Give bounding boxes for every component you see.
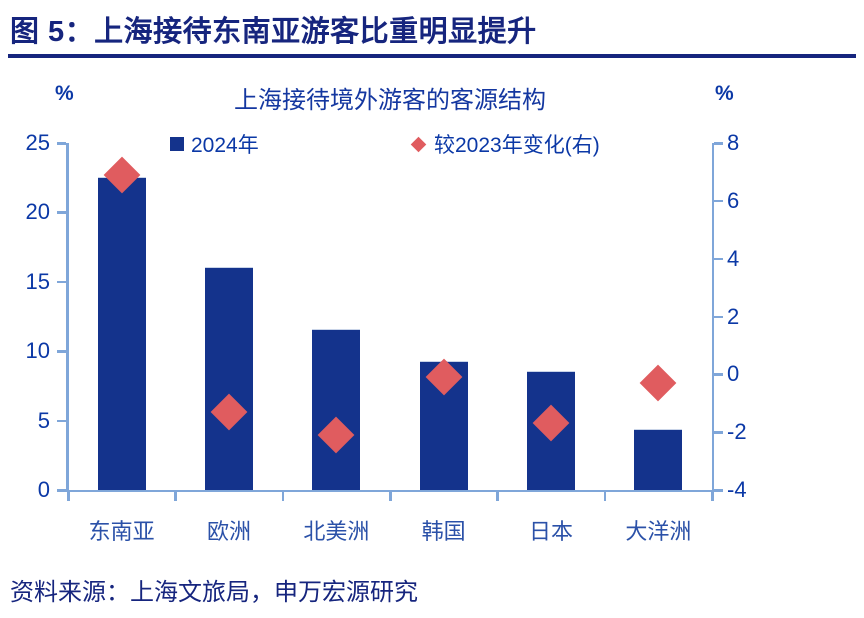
right-axis-line [711, 143, 714, 492]
legend-item-change: 较2023年变化(右) [410, 129, 600, 159]
chart-title: 上海接待境外游客的客源结构 [234, 87, 546, 114]
right-axis-tick [714, 489, 723, 492]
page-title: 图 5：上海接待东南亚游客比重明显提升 [10, 16, 537, 48]
bottom-axis-tick [67, 492, 70, 501]
right-axis-tick-label: 4 [727, 245, 740, 271]
bottom-axis-tick [389, 492, 392, 501]
left-axis-tick-label: 20 [25, 199, 50, 225]
bottom-axis-tick [496, 492, 499, 501]
left-axis-tick-label: 10 [25, 338, 50, 364]
plot-area: 0 5 10 15 20 25 8 6 4 2 0 -2 -4 东南亚 欧洲 北美洲 韩国 日本 大洋洲 [26, 130, 747, 544]
right-axis-tick [714, 142, 723, 145]
bottom-axis-tick [711, 492, 714, 501]
category-label-1: 东南亚 [88, 519, 155, 544]
category-label-6: 大洋洲 [625, 519, 692, 544]
legend: 2024年 较2023年变化(右) [0, 129, 864, 159]
left-axis-tick [57, 211, 66, 214]
right-axis-tick [714, 315, 723, 318]
right-axis-tick [714, 199, 723, 203]
category-label-3: 北美洲 [303, 519, 370, 544]
bottom-axis-tick [281, 492, 285, 501]
right-axis-unit: % [715, 82, 734, 105]
left-axis-tick-label: 0 [37, 477, 50, 502]
right-axis-tick [714, 431, 723, 434]
bar-3 [312, 330, 361, 490]
legend-item-2024: 2024年 [170, 129, 259, 159]
left-axis-line [66, 143, 69, 492]
left-axis-unit: % [55, 82, 74, 105]
right-axis-tick-label: -4 [727, 477, 747, 502]
left-axis-tick [57, 419, 66, 423]
bar-2 [205, 267, 253, 490]
bottom-axis-line [66, 489, 714, 492]
left-axis-tick-label: 5 [37, 407, 50, 433]
right-axis-tick-label: -2 [727, 419, 747, 445]
bottom-axis-tick [174, 492, 177, 501]
left-axis-tick [57, 280, 66, 284]
category-label-5: 日本 [528, 519, 573, 544]
left-axis-tick-label: 15 [25, 268, 50, 294]
bar-series-swatch-icon [170, 137, 184, 151]
right-axis-tick-label: 6 [727, 187, 740, 213]
right-axis-tick-label: 0 [727, 361, 740, 387]
bar-1 [97, 177, 146, 490]
left-axis-tick [57, 489, 66, 492]
left-axis-tick-label: 25 [25, 130, 50, 155]
category-label-4: 韩国 [421, 519, 466, 544]
left-axis-tick [57, 142, 66, 145]
right-axis-tick-label: 8 [727, 130, 740, 155]
legend-label-change: 较2023年变化(右) [434, 134, 600, 157]
category-label-2: 欧洲 [206, 519, 251, 544]
left-axis-tick [57, 350, 66, 353]
marker-6 [639, 364, 677, 402]
right-axis-tick [714, 257, 723, 261]
right-axis-tick [714, 373, 723, 376]
bottom-axis-tick [603, 492, 607, 501]
legend-label-2024: 2024年 [191, 134, 259, 157]
right-axis-tick-label: 2 [727, 303, 740, 329]
source-note: 资料来源：上海文旅局，申万宏源研究 [10, 579, 418, 606]
title-underline [8, 54, 856, 58]
bar-6 [634, 430, 683, 490]
